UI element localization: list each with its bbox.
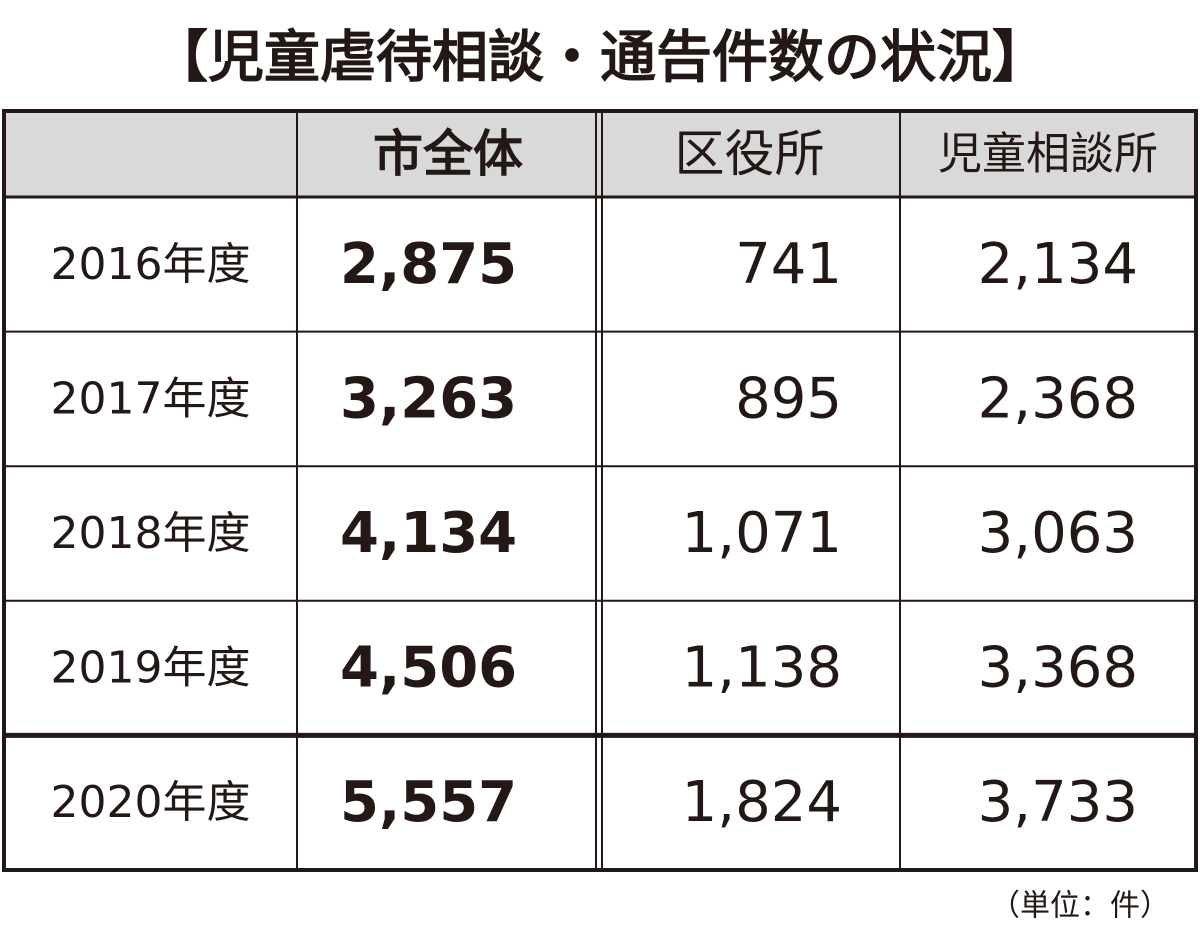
cell-value: 3,368 [978, 636, 1138, 701]
cell-value: 2,368 [978, 366, 1138, 431]
title: 【児童虐待相談・通告件数の状況】 [152, 26, 1048, 91]
row-label: 2017年度 [51, 373, 251, 424]
cell-value: 4,134 [340, 501, 517, 566]
cell-value: 4,506 [340, 636, 517, 701]
header-bg [4, 111, 1196, 197]
row-label: 2018年度 [51, 508, 251, 559]
cell-value: 741 [735, 232, 842, 297]
cell-value: 2,875 [340, 232, 517, 297]
cell-value: 1,071 [682, 501, 842, 566]
column-header: 市全体 [373, 125, 523, 183]
cell-value: 5,557 [340, 770, 517, 835]
column-header: 区役所 [675, 125, 825, 183]
row-label: 2019年度 [51, 643, 251, 694]
cell-value: 3,063 [978, 501, 1138, 566]
row-label: 2020年度 [51, 777, 251, 828]
row-label: 2016年度 [51, 239, 251, 290]
cell-value: 1,138 [682, 636, 842, 701]
cell-value: 895 [735, 366, 842, 431]
cell-value: 3,733 [978, 770, 1138, 835]
cell-value: 2,134 [978, 232, 1138, 297]
cell-value: 3,263 [340, 366, 517, 431]
unit-note: （単位：件） [990, 889, 1170, 924]
table-grid [2, 109, 1198, 872]
cell-value: 1,824 [682, 770, 842, 835]
column-header: 児童相談所 [938, 129, 1158, 180]
table-border [2, 109, 1198, 872]
